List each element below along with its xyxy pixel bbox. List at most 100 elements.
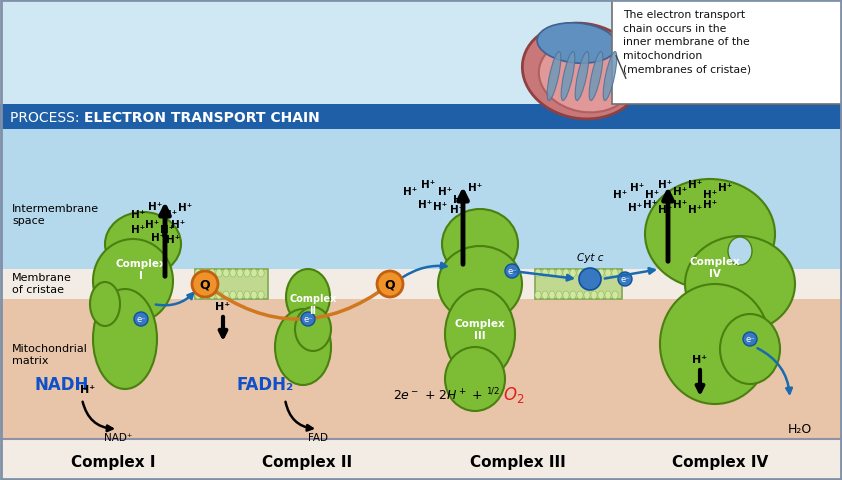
Ellipse shape <box>612 291 618 300</box>
Text: Membrane
of cristae: Membrane of cristae <box>12 272 72 295</box>
Ellipse shape <box>237 291 243 300</box>
Ellipse shape <box>286 269 330 325</box>
Text: H⁺: H⁺ <box>421 180 435 190</box>
FancyBboxPatch shape <box>0 105 842 130</box>
Text: H⁺: H⁺ <box>145 219 159 229</box>
Text: H⁺: H⁺ <box>703 200 717 210</box>
Ellipse shape <box>537 24 617 64</box>
Ellipse shape <box>90 282 120 326</box>
Circle shape <box>505 264 519 278</box>
Text: H⁺: H⁺ <box>645 190 659 200</box>
Text: H⁺: H⁺ <box>688 180 702 190</box>
Text: H⁺: H⁺ <box>673 200 687 210</box>
Ellipse shape <box>720 314 780 384</box>
Ellipse shape <box>591 269 597 277</box>
Ellipse shape <box>535 291 541 300</box>
Ellipse shape <box>251 269 257 277</box>
Text: H⁺: H⁺ <box>81 384 95 394</box>
Circle shape <box>192 271 218 298</box>
Ellipse shape <box>539 40 633 113</box>
Text: H⁺: H⁺ <box>402 187 417 197</box>
Ellipse shape <box>202 269 208 277</box>
FancyBboxPatch shape <box>0 300 842 439</box>
Ellipse shape <box>251 291 257 300</box>
Ellipse shape <box>685 237 795 332</box>
Text: Complex
I: Complex I <box>115 259 167 280</box>
Ellipse shape <box>598 291 605 300</box>
Text: Complex IV: Complex IV <box>672 455 768 469</box>
Ellipse shape <box>549 291 555 300</box>
Ellipse shape <box>660 285 770 404</box>
Text: Q: Q <box>200 278 210 291</box>
Text: FAD: FAD <box>308 432 328 442</box>
Text: Intermembrane
space: Intermembrane space <box>12 204 99 226</box>
Ellipse shape <box>547 52 561 101</box>
Text: H⁺: H⁺ <box>163 210 177 219</box>
Text: ELECTRON TRANSPORT CHAIN: ELECTRON TRANSPORT CHAIN <box>84 110 320 124</box>
Text: H⁺: H⁺ <box>450 204 464 215</box>
Ellipse shape <box>93 289 157 389</box>
Ellipse shape <box>522 24 642 120</box>
Ellipse shape <box>216 291 222 300</box>
Circle shape <box>743 332 757 346</box>
Text: FADH₂: FADH₂ <box>237 375 294 393</box>
Text: H⁺: H⁺ <box>718 182 733 192</box>
Text: e⁻: e⁻ <box>621 275 630 284</box>
Ellipse shape <box>223 269 229 277</box>
Ellipse shape <box>258 269 264 277</box>
Text: H⁺: H⁺ <box>628 203 642 213</box>
Ellipse shape <box>589 52 603 101</box>
Ellipse shape <box>556 291 562 300</box>
Ellipse shape <box>570 291 576 300</box>
Text: H⁺: H⁺ <box>438 187 452 197</box>
Text: H⁺: H⁺ <box>171 219 185 229</box>
Ellipse shape <box>570 269 576 277</box>
Text: H⁺: H⁺ <box>643 200 657 210</box>
Ellipse shape <box>542 269 548 277</box>
Ellipse shape <box>645 180 775 289</box>
Text: Complex
IV: Complex IV <box>690 257 740 278</box>
Ellipse shape <box>202 291 208 300</box>
Ellipse shape <box>275 309 331 385</box>
Text: H₂O: H₂O <box>788 422 813 435</box>
Ellipse shape <box>258 291 264 300</box>
Ellipse shape <box>591 291 597 300</box>
Text: H⁺: H⁺ <box>166 235 180 244</box>
Text: H⁺: H⁺ <box>658 180 672 190</box>
Ellipse shape <box>105 213 181 276</box>
FancyBboxPatch shape <box>0 0 842 105</box>
Text: H⁺: H⁺ <box>418 200 432 210</box>
Circle shape <box>377 271 403 298</box>
Text: H⁺: H⁺ <box>151 232 165 242</box>
Text: Complex I: Complex I <box>72 455 156 469</box>
Ellipse shape <box>230 269 236 277</box>
Ellipse shape <box>445 289 515 379</box>
Ellipse shape <box>195 291 201 300</box>
Ellipse shape <box>445 347 505 411</box>
Ellipse shape <box>562 291 569 300</box>
Text: H⁺: H⁺ <box>131 225 145 235</box>
FancyBboxPatch shape <box>0 130 842 269</box>
Ellipse shape <box>542 291 548 300</box>
FancyBboxPatch shape <box>195 269 268 300</box>
Text: Complex III: Complex III <box>470 455 566 469</box>
Text: H⁺: H⁺ <box>433 202 447 212</box>
Text: NAD⁺: NAD⁺ <box>104 432 132 442</box>
Ellipse shape <box>562 269 569 277</box>
FancyBboxPatch shape <box>612 0 842 105</box>
Ellipse shape <box>728 238 752 265</box>
Text: Complex II: Complex II <box>262 455 353 469</box>
Circle shape <box>301 312 315 326</box>
Text: H⁺: H⁺ <box>216 301 231 312</box>
Text: $O_2$: $O_2$ <box>503 384 525 404</box>
Ellipse shape <box>584 291 590 300</box>
Text: Complex
II: Complex II <box>290 294 337 315</box>
Ellipse shape <box>549 269 555 277</box>
Ellipse shape <box>93 240 173 324</box>
Text: H⁺: H⁺ <box>613 190 627 200</box>
Text: Cyt c: Cyt c <box>577 252 603 263</box>
Text: PROCESS:: PROCESS: <box>10 110 84 124</box>
Ellipse shape <box>195 269 201 277</box>
Text: H⁺: H⁺ <box>160 225 174 235</box>
Text: H⁺: H⁺ <box>468 182 482 192</box>
